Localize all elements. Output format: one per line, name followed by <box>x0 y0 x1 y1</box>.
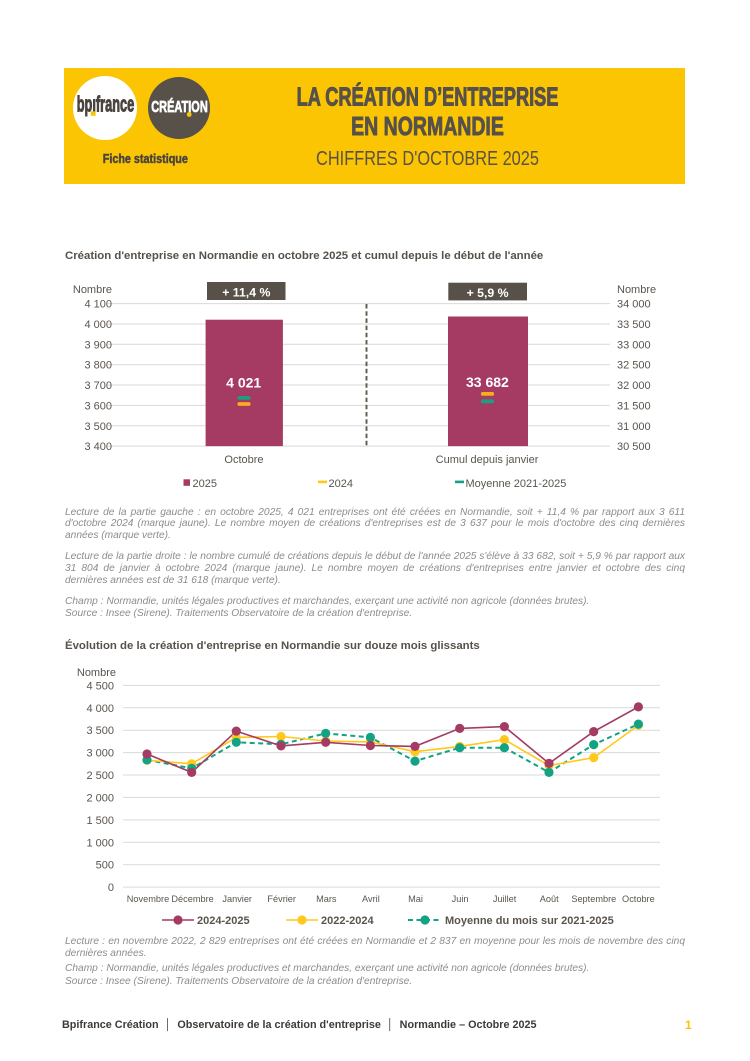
svg-text:32 500: 32 500 <box>617 360 651 372</box>
svg-text:2024: 2024 <box>329 478 353 490</box>
svg-text:3 400: 3 400 <box>84 441 112 453</box>
svg-text:Fiche statistique: Fiche statistique <box>103 151 188 166</box>
svg-text:33 000: 33 000 <box>617 339 651 351</box>
svg-text:4 100: 4 100 <box>84 299 112 311</box>
svg-text:3 800: 3 800 <box>84 360 112 372</box>
svg-text:4 000: 4 000 <box>86 703 114 715</box>
svg-text:30 500: 30 500 <box>617 441 651 453</box>
svg-text:500: 500 <box>96 860 114 872</box>
svg-text:2024-2025: 2024-2025 <box>197 915 250 927</box>
svg-text:Moyenne du mois sur 2021-2025: Moyenne du mois sur 2021-2025 <box>445 915 614 927</box>
svg-text:3 900: 3 900 <box>84 339 112 351</box>
svg-text:0: 0 <box>108 882 114 894</box>
svg-text:3 700: 3 700 <box>84 380 112 392</box>
svg-text:31 500: 31 500 <box>617 400 651 412</box>
svg-text:Octobre: Octobre <box>622 894 655 904</box>
svg-text:3 500: 3 500 <box>84 421 112 433</box>
svg-text:2025: 2025 <box>193 478 217 490</box>
svg-text:34 000: 34 000 <box>617 299 651 311</box>
svg-text:2 000: 2 000 <box>86 792 114 804</box>
svg-text:LA CRÉATION D’ENTREPRISE: LA CRÉATION D’ENTREPRISE <box>297 82 559 111</box>
svg-text:4 500: 4 500 <box>86 680 114 692</box>
svg-text:bpıfrance: bpıfrance <box>77 92 135 116</box>
svg-text:EN NORMANDIE: EN NORMANDIE <box>351 111 504 140</box>
svg-text:1 500: 1 500 <box>86 815 114 827</box>
svg-text:3 600: 3 600 <box>84 400 112 412</box>
svg-text:Cumul depuis janvier: Cumul depuis janvier <box>436 454 539 466</box>
svg-text:Novembre: Novembre <box>127 894 169 904</box>
svg-text:Nombre: Nombre <box>617 284 656 296</box>
svg-text:Janvier: Janvier <box>222 894 252 904</box>
svg-text:Septembre: Septembre <box>571 894 616 904</box>
svg-text:Février: Février <box>267 894 296 904</box>
svg-text:2 500: 2 500 <box>86 770 114 782</box>
svg-text:3 500: 3 500 <box>86 725 114 737</box>
svg-text:Nombre: Nombre <box>73 284 112 296</box>
svg-text:CRÉATION: CRÉATION <box>151 98 207 115</box>
svg-text:Août: Août <box>540 894 559 904</box>
svg-text:Nombre: Nombre <box>77 667 116 679</box>
svg-text:CHIFFRES D'OCTOBRE 2025: CHIFFRES D'OCTOBRE 2025 <box>316 146 539 169</box>
svg-text:Moyenne 2021-2025: Moyenne 2021-2025 <box>466 478 567 490</box>
svg-text:Décembre: Décembre <box>171 894 213 904</box>
svg-text:3 000: 3 000 <box>86 748 114 760</box>
svg-text:Mai: Mai <box>408 894 423 904</box>
svg-text:Avril: Avril <box>362 894 380 904</box>
svg-text:4 021: 4 021 <box>226 375 261 391</box>
svg-text:+ 11,4 %: + 11,4 % <box>222 286 270 300</box>
svg-text:Juillet: Juillet <box>493 894 517 904</box>
svg-text:33 500: 33 500 <box>617 319 651 331</box>
svg-text:Octobre: Octobre <box>224 454 263 466</box>
svg-text:Juin: Juin <box>452 894 469 904</box>
svg-text:+ 5,9 %: + 5,9 % <box>467 286 509 300</box>
svg-text:33 682: 33 682 <box>466 374 509 390</box>
svg-text:31 000: 31 000 <box>617 421 651 433</box>
svg-text:2022-2024: 2022-2024 <box>321 915 374 927</box>
svg-text:Mars: Mars <box>316 894 337 904</box>
svg-text:32 000: 32 000 <box>617 380 651 392</box>
svg-text:1 000: 1 000 <box>86 837 114 849</box>
svg-text:4 000: 4 000 <box>84 319 112 331</box>
